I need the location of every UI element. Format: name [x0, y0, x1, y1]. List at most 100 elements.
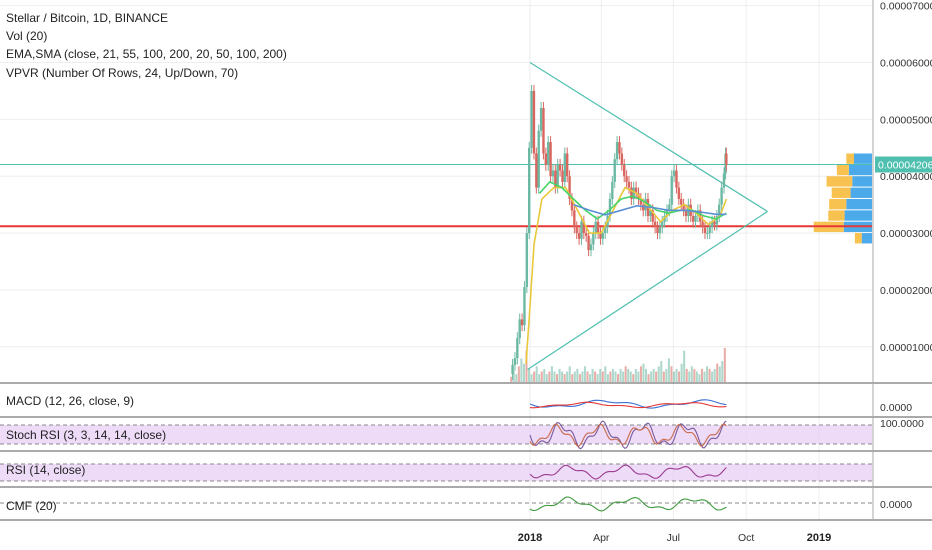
volume-bar-10 — [535, 366, 538, 382]
candle-body-21 — [558, 164, 562, 171]
volume-bar-14 — [545, 374, 548, 382]
volume-bar-78 — [708, 368, 711, 382]
y-tick-label-5: 0.00006000 — [880, 58, 932, 70]
volume-bar-3 — [517, 366, 520, 382]
volume-bar-28 — [581, 371, 584, 382]
volume-bar-77 — [706, 366, 709, 382]
volume-bar-15 — [548, 371, 551, 382]
volume-bar-57 — [655, 371, 658, 382]
volume-bar-26 — [576, 368, 579, 382]
vpvr-up-5 — [844, 210, 872, 221]
candle-body-84 — [708, 227, 711, 234]
stoch-axis-label: 100.0000 — [880, 418, 924, 430]
candle-body-13 — [539, 108, 543, 131]
candle-body-39 — [601, 233, 605, 239]
stoch-rsi-label[interactable]: Stoch RSI (3, 3, 14, 14, close) — [6, 428, 166, 442]
volume-bar-24 — [571, 374, 574, 382]
volume-bar-74 — [698, 374, 701, 382]
candle-body-4 — [518, 319, 521, 339]
volume-bar-18 — [555, 374, 559, 382]
y-tick-label-1: 0.00002000 — [880, 285, 932, 297]
y-tick-label-0: 0.00001000 — [880, 342, 932, 354]
candle-body-10 — [532, 90, 536, 154]
volume-bar-55 — [650, 371, 653, 382]
volume-bar-8 — [530, 374, 533, 382]
volume-bar-35 — [599, 368, 602, 382]
candle-body-30 — [580, 221, 583, 239]
volume-bar-79 — [711, 371, 714, 382]
candle-body-19 — [554, 170, 557, 188]
candle-body-86 — [713, 221, 716, 225]
vpvr-up-0 — [854, 153, 872, 164]
volume-bar-84 — [723, 348, 726, 382]
candle-body-89 — [720, 187, 723, 205]
volume-bar-17 — [553, 371, 556, 382]
candle-body-24 — [566, 153, 569, 177]
candle-body-31 — [582, 221, 586, 234]
candle-body-42 — [608, 198, 612, 217]
volume-bar-23 — [568, 366, 571, 382]
candle-body-6 — [523, 287, 526, 326]
price-axis: 0.00001000 0.00002000 0.00003000 0.00004000… — [880, 1, 932, 354]
y-tick-label-6: 0.00007000 — [880, 1, 932, 13]
volume-bar-45 — [624, 366, 627, 382]
volume-bar-53 — [644, 368, 648, 382]
candle-body-78 — [694, 216, 697, 222]
volume-bar-71 — [690, 366, 693, 382]
volume-bar-59 — [660, 361, 663, 382]
volume-bar-6 — [525, 350, 528, 382]
candle-body-11 — [535, 153, 538, 188]
candle-body-77 — [691, 216, 695, 222]
volume-bar-56 — [652, 368, 655, 382]
volume-bar-51 — [639, 366, 642, 382]
candle-body-51 — [630, 187, 633, 199]
rsi-line — [529, 464, 727, 480]
indicator-ema-sma[interactable]: EMA,SMA (close, 21, 55, 100, 200, 20, 50… — [6, 47, 287, 61]
macd-signal-line — [529, 401, 727, 409]
current-price-label: 0.00004206 — [878, 160, 932, 172]
volume-bar-11 — [538, 374, 541, 382]
volume-bar-34 — [596, 374, 599, 382]
x-tick-label-2: Jul — [667, 532, 680, 544]
volume-bar-65 — [675, 368, 678, 382]
candle-body-22 — [561, 170, 564, 182]
x-tick-label-1: Apr — [593, 532, 610, 544]
volume-bar-60 — [662, 371, 665, 382]
volume-bar-61 — [665, 368, 668, 382]
volume-bar-82 — [718, 366, 721, 382]
vpvr-up-1 — [848, 164, 872, 176]
volume-bar-33 — [594, 371, 597, 382]
vpvr-down-5 — [828, 210, 845, 221]
volume-bar-76 — [703, 371, 706, 382]
macd-axis-label: 0.0000 — [880, 402, 912, 414]
candle-body-5 — [520, 319, 524, 326]
candle-body-61 — [653, 221, 657, 228]
rsi-label[interactable]: RSI (14, close) — [6, 463, 85, 477]
candle-body-55 — [639, 198, 643, 205]
candle-body-36 — [594, 221, 597, 234]
volume-bar-81 — [716, 363, 719, 382]
series-line-3 — [573, 203, 727, 216]
volume-bar-48 — [632, 374, 635, 382]
macd-label[interactable]: MACD (12, 26, close, 9) — [6, 394, 134, 408]
candle-body-32 — [585, 233, 588, 236]
candle-body-92 — [725, 153, 728, 165]
candle-body-38 — [599, 233, 602, 239]
indicator-vpvr[interactable]: VPVR (Number Of Rows, 24, Up/Down, 70) — [6, 66, 238, 80]
candle-body-17 — [549, 142, 552, 177]
volume-bar-73 — [695, 371, 698, 382]
candle-body-14 — [542, 108, 545, 154]
volume-bar-75 — [700, 368, 703, 382]
candle-body-29 — [577, 233, 581, 239]
candle-body-59 — [649, 210, 652, 217]
cmf-label[interactable]: CMF (20) — [6, 499, 57, 513]
candle-body-56 — [642, 204, 645, 211]
candle-body-74 — [684, 210, 688, 217]
volume-bar-83 — [721, 361, 724, 382]
indicator-volume[interactable]: Vol (20) — [6, 29, 47, 43]
vpvr-up-2 — [852, 176, 872, 187]
stoch-k-line — [529, 420, 727, 450]
candle-body-20 — [556, 164, 559, 188]
candle-body-1 — [511, 364, 514, 375]
candle-body-82 — [703, 227, 707, 234]
